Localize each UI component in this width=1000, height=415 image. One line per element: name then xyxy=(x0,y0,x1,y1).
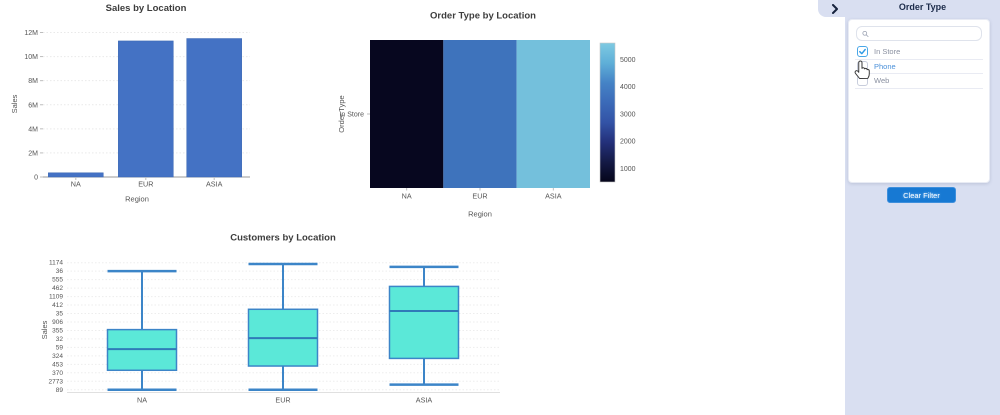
colorbar xyxy=(599,42,616,183)
box-asia[interactable] xyxy=(388,285,460,360)
y-tick-label: 453 xyxy=(52,361,63,368)
x-axis-title: Region xyxy=(125,195,149,204)
search-input[interactable] xyxy=(872,28,976,39)
y-axis-title: Order Type xyxy=(337,95,346,132)
x-tick-label: ASIA xyxy=(545,192,562,201)
box-plot-title: Customers by Location xyxy=(230,233,336,244)
y-tick-label: 906 xyxy=(52,319,63,326)
sales-bar-chart: Sales by Location 0 2M 4M 6M 8M 10M 12M NA EUR ASI… xyxy=(10,3,250,204)
heatmap-cell-eur-in-store[interactable] xyxy=(443,40,517,188)
y-tick-label: 4M xyxy=(28,126,38,133)
x-tick-label: ASIA xyxy=(206,180,223,189)
x-axis-title: Region xyxy=(468,210,492,219)
filter-option-list: In Store Phone Web xyxy=(855,45,983,89)
bar-na[interactable] xyxy=(48,172,104,178)
y-tick-label: 12M xyxy=(24,30,38,37)
x-tick-label: EUR xyxy=(472,192,487,201)
y-tick-label: 32 xyxy=(56,336,64,343)
filter-card: In Store Phone Web xyxy=(848,19,990,183)
checkbox-checked-icon[interactable] xyxy=(857,46,868,58)
y-tick-label: 89 xyxy=(56,387,64,394)
x-tick-label: EUR xyxy=(275,396,290,405)
y-tick-label: 324 xyxy=(52,353,63,360)
clear-filter-button[interactable]: Clear Filter xyxy=(887,187,956,203)
filter-option-phone[interactable]: Phone xyxy=(855,60,983,74)
y-tick-label: 2M xyxy=(28,150,38,157)
colorbar-tick-label: 2000 xyxy=(620,139,636,146)
collapse-panel-button[interactable] xyxy=(818,0,852,17)
colorbar-tick-label: 4000 xyxy=(620,84,636,91)
x-tick-label: ASIA xyxy=(416,396,433,405)
heatmap-title: Order Type by Location xyxy=(430,11,536,22)
y-tick-label: 1109 xyxy=(49,294,63,301)
filter-option-in-store[interactable]: In Store xyxy=(855,45,983,60)
y-axis-title: Sales xyxy=(40,320,49,339)
y-tick-label: 412 xyxy=(52,302,63,309)
y-tick-label: 59 xyxy=(56,344,64,351)
y-tick-label: 462 xyxy=(52,285,63,292)
y-tick-label: 36 xyxy=(56,268,64,275)
bar-asia[interactable] xyxy=(186,38,242,178)
y-tick-label: 10M xyxy=(24,54,38,61)
filter-option-label: Phone xyxy=(874,61,896,71)
x-tick-label: NA xyxy=(402,192,412,201)
heatmap-cell-na-in-store[interactable] xyxy=(370,40,444,188)
colorbar-tick-label: 1000 xyxy=(620,166,636,173)
y-tick-label: 1174 xyxy=(49,260,63,267)
y-tick-label: 2773 xyxy=(49,378,64,385)
y-tick-label: 0 xyxy=(34,175,38,182)
colorbar-tick-label: 3000 xyxy=(620,111,636,118)
y-tick-label: 6M xyxy=(28,102,38,109)
y-tick-label: In Store xyxy=(339,112,364,119)
filter-option-label: In Store xyxy=(874,47,901,57)
search-box[interactable] xyxy=(856,26,982,41)
filter-panel-title: Order Type xyxy=(898,2,947,12)
bar-eur[interactable] xyxy=(118,40,174,178)
heatmap-cell-asia-in-store[interactable] xyxy=(516,40,590,188)
x-tick-label: EUR xyxy=(138,180,153,189)
search-icon xyxy=(862,30,869,37)
x-tick-label: NA xyxy=(137,396,147,405)
chevron-right-icon xyxy=(832,3,838,14)
y-tick-label: 355 xyxy=(52,327,63,334)
filter-option-web[interactable]: Web xyxy=(855,74,983,89)
y-tick-label: 555 xyxy=(52,277,63,284)
x-tick-label: NA xyxy=(71,180,81,189)
y-tick-label: 8M xyxy=(28,78,38,85)
y-tick-label: 370 xyxy=(52,370,63,377)
y-tick-label: 35 xyxy=(56,311,64,318)
checkbox-unchecked-icon[interactable] xyxy=(857,75,868,87)
filter-option-label: Web xyxy=(874,76,890,86)
checkbox-unchecked-icon[interactable] xyxy=(857,60,868,72)
bar-chart-title: Sales by Location xyxy=(106,3,187,14)
y-axis-title: Sales xyxy=(10,94,19,113)
colorbar-tick-label: 5000 xyxy=(620,57,636,64)
order-type-heatmap-chart: Order Type by Location NA EUR ASIA In StoreO… xyxy=(337,11,636,219)
